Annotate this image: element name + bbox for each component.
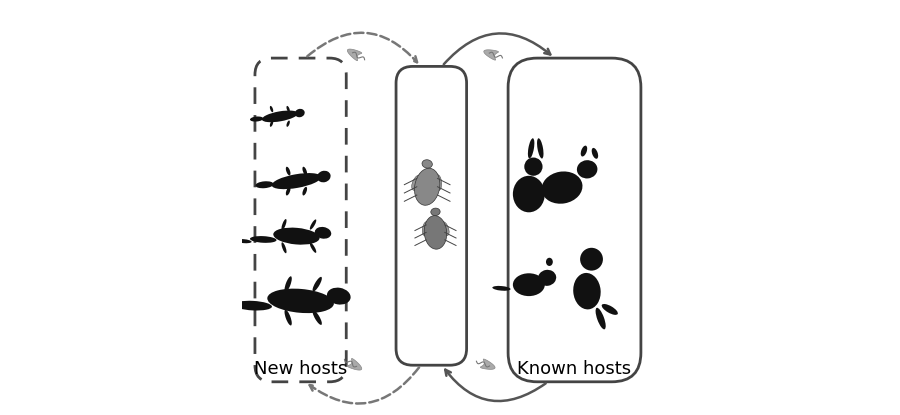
Ellipse shape <box>235 239 252 243</box>
Ellipse shape <box>513 273 544 296</box>
Ellipse shape <box>315 227 331 239</box>
Ellipse shape <box>525 158 543 176</box>
Ellipse shape <box>580 146 587 156</box>
Ellipse shape <box>312 310 322 325</box>
Ellipse shape <box>602 304 618 315</box>
Ellipse shape <box>284 310 292 325</box>
Text: New hosts: New hosts <box>254 360 347 378</box>
Circle shape <box>580 248 603 271</box>
Polygon shape <box>481 359 495 369</box>
Ellipse shape <box>591 148 599 159</box>
Ellipse shape <box>513 176 544 212</box>
Ellipse shape <box>327 288 351 305</box>
Ellipse shape <box>434 174 442 191</box>
Ellipse shape <box>262 110 298 122</box>
Ellipse shape <box>317 171 330 182</box>
FancyBboxPatch shape <box>396 66 466 365</box>
Ellipse shape <box>250 117 263 122</box>
Ellipse shape <box>250 236 276 243</box>
Ellipse shape <box>286 187 291 195</box>
Ellipse shape <box>212 305 236 311</box>
Ellipse shape <box>528 138 535 159</box>
Ellipse shape <box>274 227 319 245</box>
Ellipse shape <box>538 270 556 286</box>
Ellipse shape <box>596 308 606 330</box>
Ellipse shape <box>440 222 449 236</box>
Ellipse shape <box>542 171 582 204</box>
Ellipse shape <box>284 276 292 292</box>
Ellipse shape <box>270 106 274 112</box>
Ellipse shape <box>282 242 286 253</box>
Ellipse shape <box>267 289 334 313</box>
Ellipse shape <box>422 221 430 236</box>
Ellipse shape <box>312 277 322 291</box>
Polygon shape <box>347 49 362 61</box>
Ellipse shape <box>286 106 290 112</box>
Ellipse shape <box>517 186 544 198</box>
FancyBboxPatch shape <box>508 58 641 382</box>
Ellipse shape <box>415 168 440 205</box>
Ellipse shape <box>302 187 307 195</box>
Ellipse shape <box>286 120 290 127</box>
Ellipse shape <box>302 167 307 176</box>
Polygon shape <box>484 50 499 60</box>
Ellipse shape <box>577 160 598 178</box>
Ellipse shape <box>286 167 291 176</box>
Ellipse shape <box>573 273 600 310</box>
Ellipse shape <box>234 301 272 310</box>
Ellipse shape <box>256 181 274 188</box>
Polygon shape <box>347 359 362 370</box>
Text: Known hosts: Known hosts <box>518 360 632 378</box>
FancyBboxPatch shape <box>255 58 346 382</box>
Ellipse shape <box>282 219 286 230</box>
Ellipse shape <box>270 120 274 127</box>
Ellipse shape <box>411 175 422 190</box>
Ellipse shape <box>537 138 544 159</box>
Ellipse shape <box>422 160 432 168</box>
Ellipse shape <box>272 173 321 189</box>
Ellipse shape <box>424 216 446 249</box>
Ellipse shape <box>310 220 316 229</box>
Ellipse shape <box>492 286 510 291</box>
Ellipse shape <box>310 243 316 253</box>
Ellipse shape <box>546 258 553 266</box>
Ellipse shape <box>431 208 440 216</box>
Ellipse shape <box>295 109 305 117</box>
